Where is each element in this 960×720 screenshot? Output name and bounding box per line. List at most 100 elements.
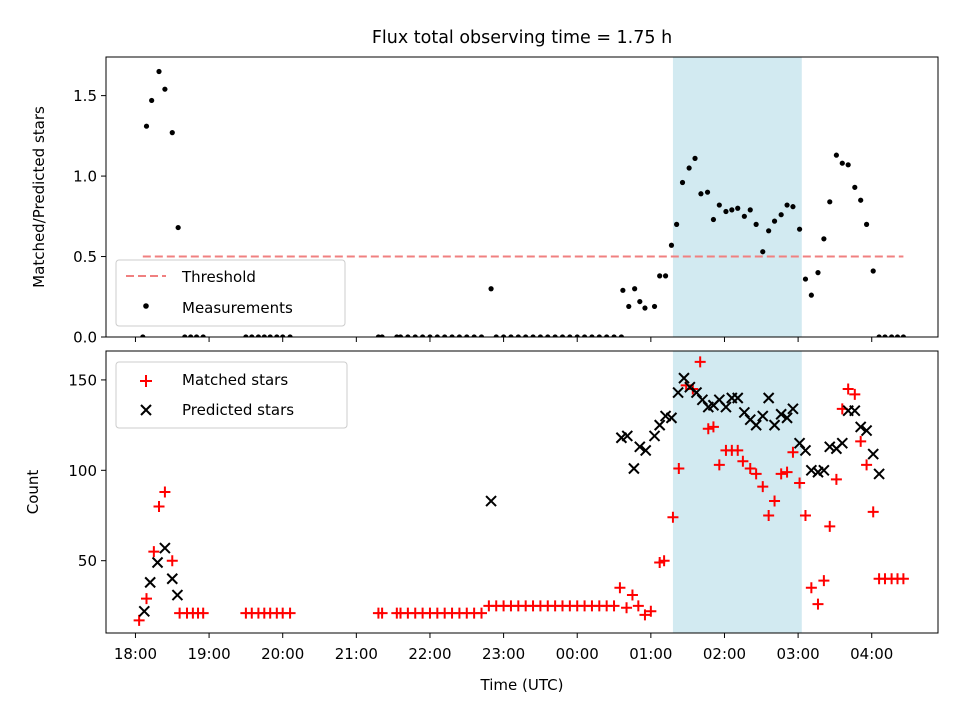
matched-star-point (867, 506, 879, 518)
measurement-point (692, 155, 698, 161)
measurement-point (574, 334, 580, 337)
measurement-point (537, 334, 544, 337)
measurement-point (839, 160, 845, 166)
ratio-panel: 0.0 0.5 1.0 1.5 Matched/Predicted stars Thr… (30, 56, 939, 347)
matched-star-point (658, 555, 670, 567)
ratio-y-axis: 0.0 0.5 1.0 1.5 (73, 87, 106, 347)
matched-star-point (781, 466, 793, 478)
ratio-y-tick-label: 0.5 (73, 248, 97, 266)
measurement-point (698, 191, 704, 197)
measurement-point (427, 334, 433, 337)
measurement-point (704, 189, 711, 195)
x-tick-label: 23:00 (482, 645, 525, 663)
x-tick-label: 00:00 (556, 645, 599, 663)
measurement-point (833, 152, 839, 158)
count-y-axis-label: Count (24, 470, 42, 515)
measurement-point (379, 334, 385, 337)
predicted-star-point (781, 412, 793, 424)
measurement-point (508, 334, 514, 337)
predicted-star-point (720, 401, 732, 413)
matched-star-point (744, 463, 756, 474)
measurement-point (766, 228, 772, 234)
measurement-point (552, 334, 558, 337)
predicted-star-point (775, 408, 787, 420)
measurement-point (434, 334, 440, 337)
matched-star-point (159, 486, 171, 498)
measurement-point (442, 334, 448, 337)
measurement-point (716, 202, 722, 208)
measurements-series (140, 68, 906, 337)
matched-star-point (376, 607, 388, 619)
measurement-point (274, 334, 280, 337)
measurement-point (637, 298, 643, 305)
measurement-point (796, 226, 803, 232)
measurement-point (604, 334, 610, 337)
ratio-legend: Threshold Measurements (115, 259, 346, 327)
matched-star-point (750, 468, 762, 480)
x-tick-label: 03:00 (776, 645, 819, 663)
measurement-point (863, 221, 870, 227)
matched-star-point (645, 605, 657, 617)
matched-star-point (140, 593, 152, 605)
measurement-point (249, 334, 255, 337)
measurement-point (545, 334, 551, 337)
measurement-point (870, 268, 876, 274)
measurement-point (149, 97, 155, 104)
x-tick-label: 22:00 (408, 645, 451, 663)
measurement-point (193, 334, 200, 337)
measurement-point (500, 334, 507, 337)
matched-star-point (713, 459, 725, 471)
legend-threshold-label: Threshold (181, 268, 256, 286)
matched-star-point (626, 589, 638, 601)
measurement-point (686, 165, 692, 171)
matched-star-point (812, 598, 824, 610)
matched-star-point (824, 520, 836, 532)
legend-measurements-label: Measurements (182, 299, 293, 317)
legend-matched-label: Matched stars (182, 371, 288, 389)
ratio-y-tick-label: 0.0 (73, 329, 97, 347)
measurement-point (760, 249, 766, 255)
measurement-point (790, 204, 796, 210)
matched-star-point (614, 582, 626, 594)
measurement-point (255, 334, 262, 337)
matched-star-point (849, 388, 861, 400)
measurement-point (741, 213, 747, 219)
measurement-point (267, 334, 273, 337)
measurement-point (493, 334, 499, 337)
matched-star-point (621, 602, 633, 614)
x-tick-label: 21:00 (335, 645, 378, 663)
predicted-star-point (621, 430, 633, 442)
predicted-star-point (628, 462, 640, 475)
x-tick-label: 04:00 (850, 645, 893, 663)
predicted-star-point (678, 372, 690, 384)
predicted-star-point (159, 542, 171, 554)
matched-star-point (608, 600, 620, 612)
measurement-point (852, 184, 858, 190)
x-tick-label: 20:00 (261, 645, 304, 663)
count-y-tick-label: 150 (68, 371, 97, 389)
predicted-star-point (171, 589, 184, 601)
predicted-star-point (768, 419, 781, 431)
matched-star-point (667, 511, 679, 523)
matched-stars-series (133, 356, 909, 626)
measurement-point (523, 334, 529, 337)
ratio-plot-frame (105, 56, 939, 338)
measurement-point (156, 68, 162, 75)
predicted-star-point (151, 556, 164, 569)
predicted-star-point (757, 410, 769, 422)
measurement-point (449, 334, 455, 337)
predicted-star-point (854, 421, 867, 433)
predicted-star-point (836, 437, 848, 449)
predicted-star-point (787, 403, 799, 415)
predicted-star-point (665, 412, 678, 424)
predicted-star-point (639, 444, 652, 457)
measurement-point (581, 334, 588, 337)
matched-star-point (707, 421, 719, 433)
measurement-point (200, 334, 206, 337)
matched-star-point (737, 455, 749, 467)
matched-star-point (855, 435, 867, 447)
count-x-axis: 18:00 19:00 20:00 21:00 22:00 23:00 00:00 01:00… (114, 633, 893, 663)
measurement-point (753, 221, 759, 227)
count-plot-frame (105, 350, 939, 634)
